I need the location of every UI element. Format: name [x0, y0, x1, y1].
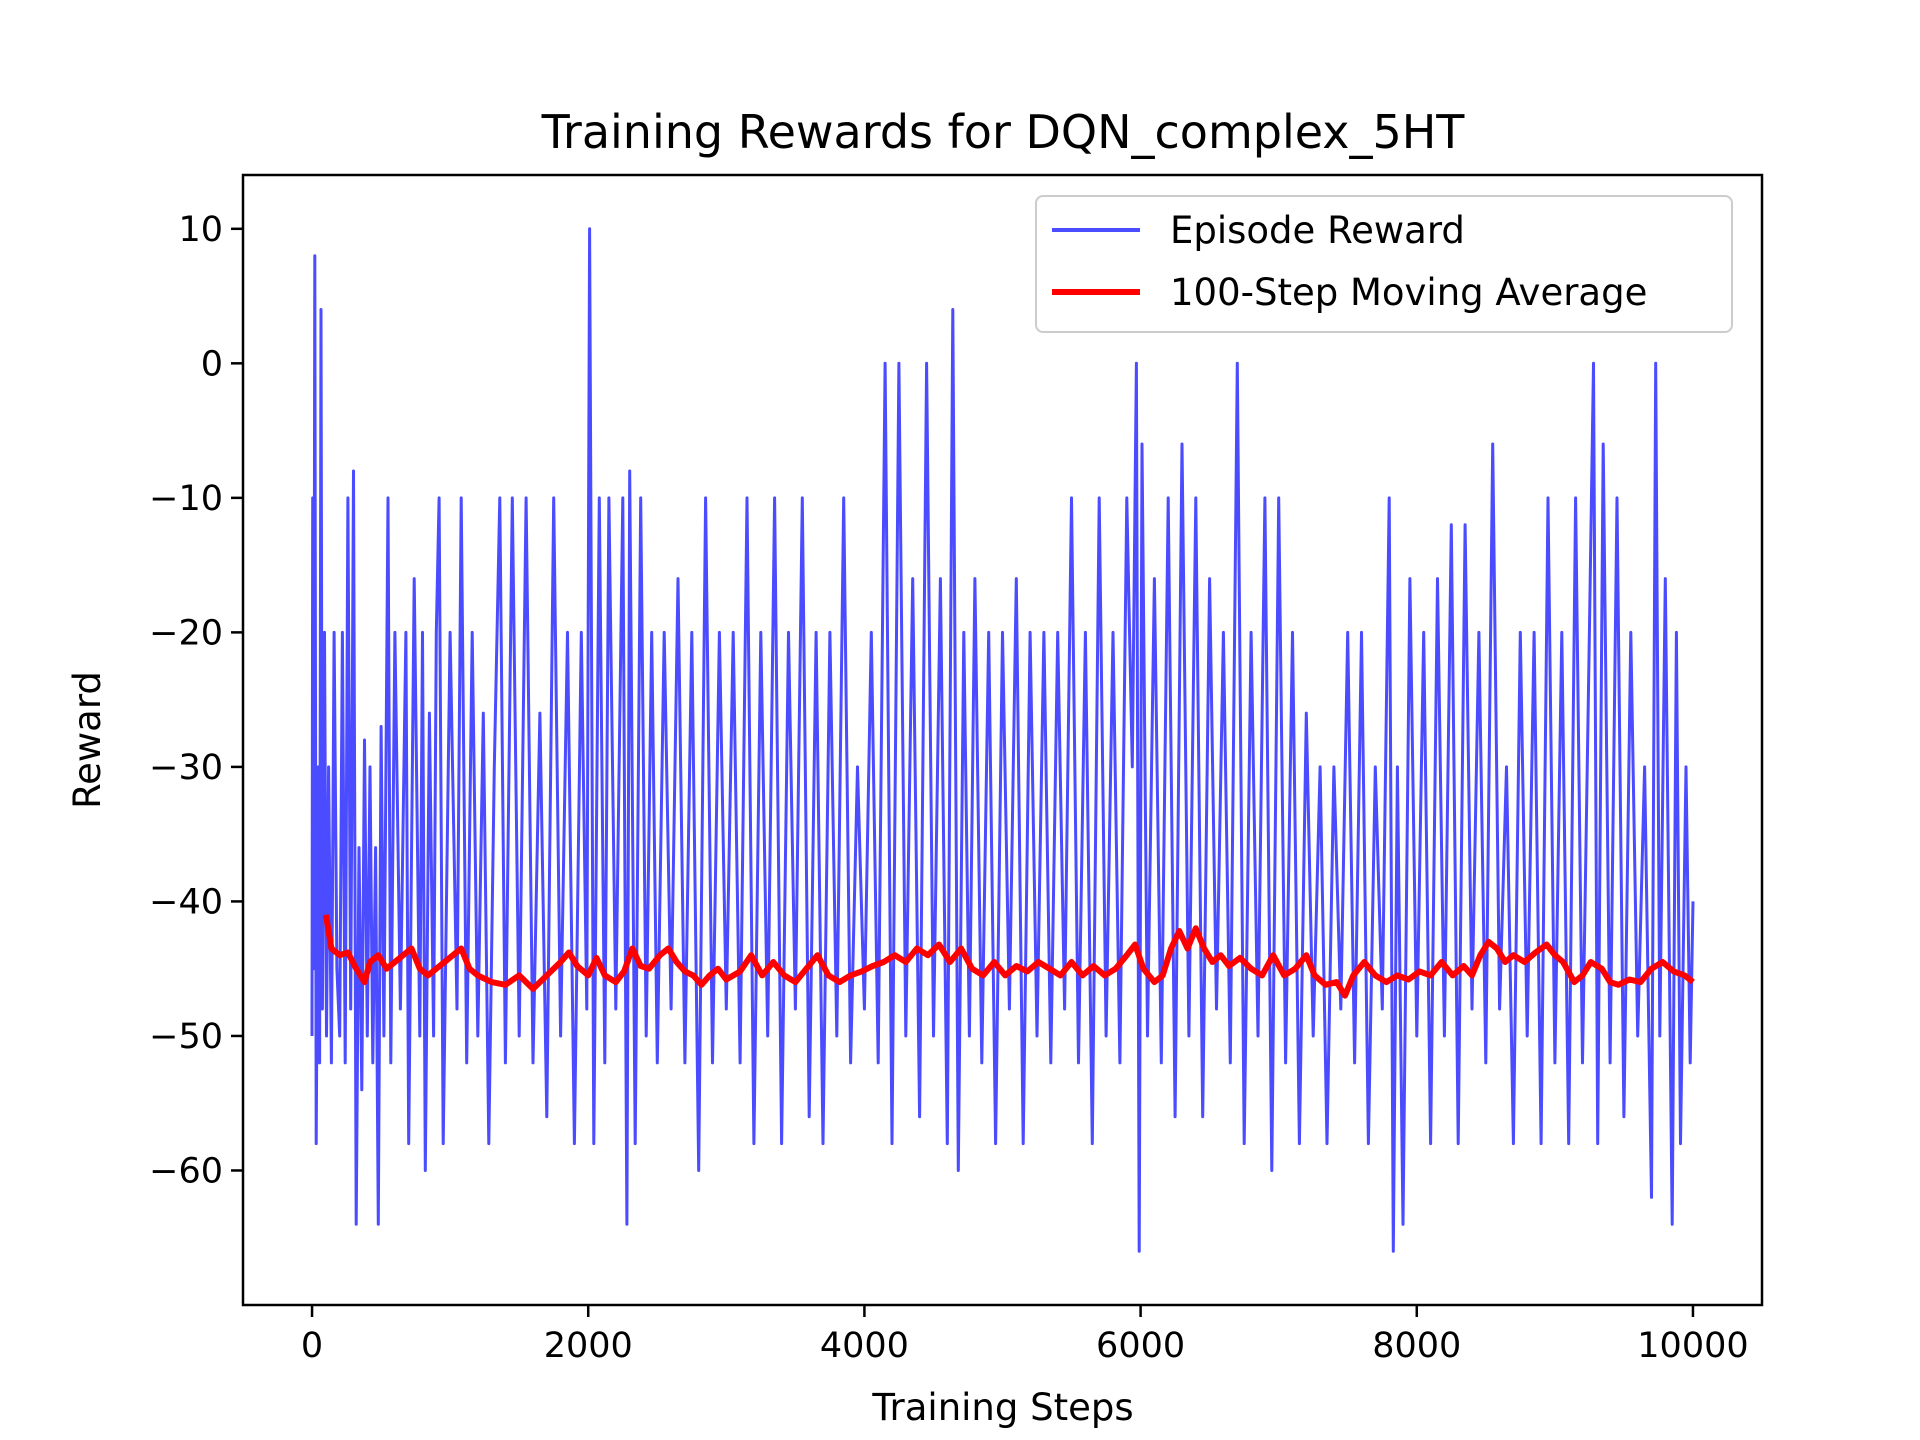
y-tick-label: −10 — [149, 479, 223, 519]
y-axis: −60 −50 −40 −30 −20 −10 0 10 — [149, 210, 243, 1191]
y-tick-label: −40 — [149, 882, 223, 922]
y-tick-label: −20 — [149, 613, 223, 653]
y-axis-label: Reward — [66, 671, 109, 809]
y-tick-label: −50 — [149, 1017, 223, 1057]
x-tick-label: 10000 — [1637, 1326, 1748, 1366]
x-tick-label: 2000 — [544, 1326, 633, 1366]
plot-frame — [241, 173, 1764, 1307]
x-tick-label: 8000 — [1372, 1326, 1461, 1366]
y-tick-label: −60 — [149, 1151, 223, 1191]
y-tick-label: −30 — [149, 748, 223, 788]
x-tick-label: 4000 — [820, 1326, 909, 1366]
y-tick-label: 10 — [178, 210, 223, 250]
chart-title: Training Rewards for DQN_complex_5HT — [541, 105, 1466, 159]
x-tick-label: 0 — [301, 1326, 323, 1366]
series-line-moving-average — [322, 914, 1695, 999]
legend-label-moving-average: 100-Step Moving Average — [1170, 271, 1647, 314]
x-axis: 0 2000 4000 6000 8000 10000 — [301, 1305, 1749, 1366]
series-layer — [310, 227, 1695, 1253]
x-tick-label: 6000 — [1096, 1326, 1185, 1366]
legend-label-episode-reward: Episode Reward — [1170, 209, 1465, 252]
y-tick-label: 0 — [201, 344, 223, 384]
legend-box — [1035, 195, 1733, 333]
legend: Episode Reward 100-Step Moving Average — [1035, 195, 1733, 333]
x-axis-label: Training Steps — [871, 1386, 1133, 1429]
